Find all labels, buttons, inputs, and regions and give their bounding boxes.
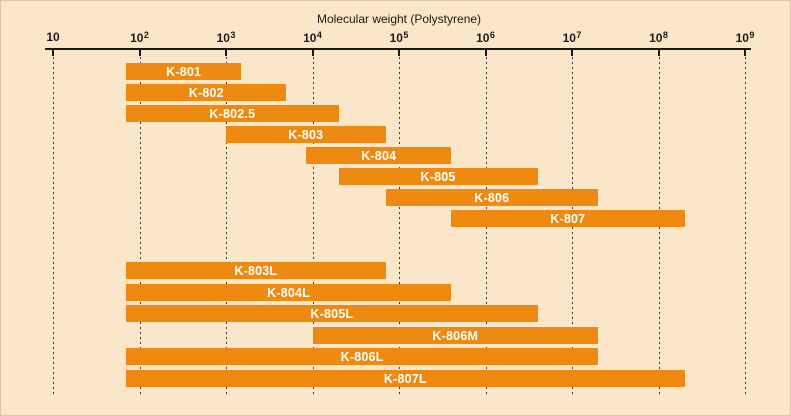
range-bar-k-806l: K-806L xyxy=(126,348,599,365)
range-bar-k-803: K-803 xyxy=(226,126,386,143)
range-bar-k-802: K-802 xyxy=(126,84,287,101)
axis-tick xyxy=(52,50,54,56)
axis-tick-label: 102 xyxy=(130,30,149,45)
bar-label: K-805L xyxy=(310,306,354,321)
axis-tick xyxy=(484,50,487,56)
range-bar-k-803l: K-803L xyxy=(126,262,386,279)
range-bar-k-806: K-806 xyxy=(385,189,599,206)
axis-tick xyxy=(398,50,400,56)
x-axis-line xyxy=(45,48,751,50)
axis-tick xyxy=(138,50,141,56)
range-bar-k-804: K-804 xyxy=(306,147,452,164)
chart-title: Molecular weight (Polystyrene) xyxy=(316,12,482,26)
axis-tick xyxy=(571,50,573,56)
bar-label: K-801 xyxy=(166,64,202,79)
bar-label: K-804 xyxy=(361,148,397,163)
axis-tick-label: 109 xyxy=(735,30,755,45)
range-bar-k-804l: K-804L xyxy=(126,284,452,301)
axis-tick xyxy=(657,50,660,56)
bar-label: K-803 xyxy=(288,127,324,142)
axis-tick-label: 105 xyxy=(389,30,409,45)
range-bar-k-807l: K-807L xyxy=(126,370,685,387)
gridline xyxy=(745,57,746,394)
gridline xyxy=(53,57,54,394)
gridline xyxy=(139,57,141,394)
bar-label: K-806M xyxy=(432,328,479,343)
axis-tick-label: 106 xyxy=(476,30,495,45)
bar-label: K-805 xyxy=(420,169,456,184)
range-bar-k-806m: K-806M xyxy=(312,327,599,344)
bar-label: K-806 xyxy=(474,190,510,205)
axis-tick-label: 103 xyxy=(216,30,236,45)
axis-tick-label: 108 xyxy=(649,30,668,45)
axis-tick xyxy=(311,50,314,56)
range-bar-k-805l: K-805L xyxy=(126,305,538,322)
bar-label: K-807 xyxy=(550,211,586,226)
gridline xyxy=(226,57,227,394)
range-bar-k-805: K-805 xyxy=(338,168,538,185)
bar-label: K-803L xyxy=(234,263,278,278)
gridline xyxy=(312,57,314,394)
range-bar-k-801: K-801 xyxy=(126,63,242,80)
axis-tick-label: 107 xyxy=(562,30,582,45)
bar-label: K-804L xyxy=(267,285,311,300)
range-bar-k-807: K-807 xyxy=(451,210,685,227)
bar-label: K-802.5 xyxy=(209,106,256,121)
gridline xyxy=(399,57,400,394)
axis-tick-label: 10 xyxy=(46,30,60,44)
bar-label: K-802 xyxy=(188,85,224,100)
axis-tick-label: 104 xyxy=(303,30,322,45)
axis-tick xyxy=(225,50,227,56)
bar-label: K-806L xyxy=(340,349,384,364)
axis-tick xyxy=(744,50,746,56)
range-bar-k-802-5: K-802.5 xyxy=(126,105,339,122)
bar-label: K-807L xyxy=(383,371,427,386)
